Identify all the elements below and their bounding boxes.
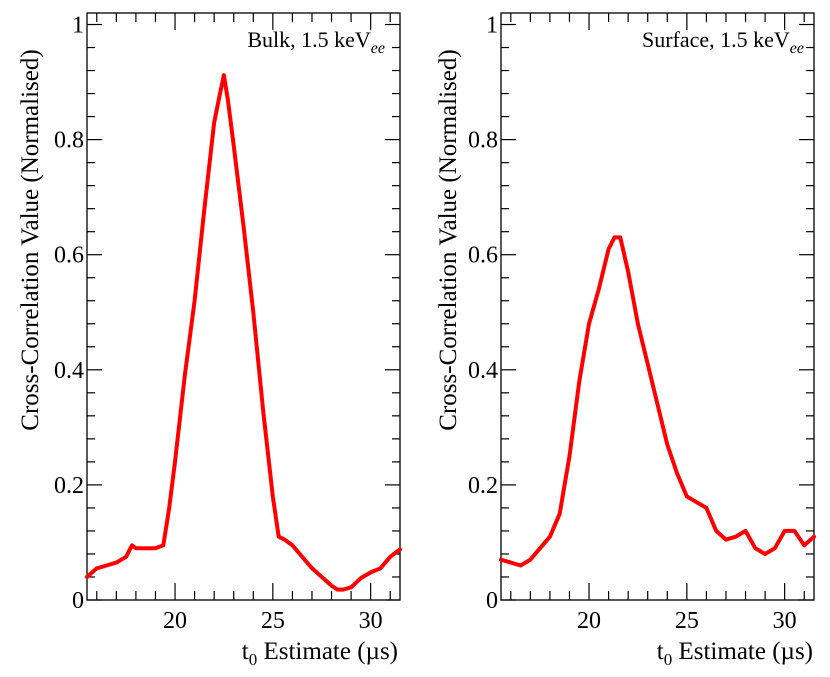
bulk-y-tick-label: 0 [72, 588, 84, 614]
bulk-y-tick-label: 0.8 [54, 128, 84, 154]
surface-panel-label: Surface, 1.5 keVee [642, 27, 804, 57]
bulk-x-tick-label: 25 [261, 608, 285, 634]
bulk-y-tick-label: 1 [72, 13, 84, 39]
bulk-y-tick-label: 0.4 [54, 358, 84, 384]
bulk-x-axis-title: t0 Estimate (µs) [242, 638, 398, 669]
bulk-data-line [85, 73, 402, 592]
bulk-panel-label: Bulk, 1.5 keVee [247, 27, 385, 57]
bulk-panel: Bulk, 1.5 keVee Cross-Correlation Value … [17, 12, 402, 669]
bulk-x-tick-label: 20 [163, 608, 187, 634]
surface-y-axis-title: Cross-Correlation Value (Normalised) [435, 49, 462, 430]
bulk-x-tick-label: 30 [359, 608, 383, 634]
surface-panel: Surface, 1.5 keVee Cross-Correlation Val… [435, 12, 816, 669]
bulk-plot-frame [86, 12, 401, 601]
surface-x-axis-title: t0 Estimate (µs) [657, 638, 813, 669]
surface-y-tick-label: 0.6 [468, 243, 498, 269]
surface-y-tick-label: 0.8 [468, 128, 498, 154]
surface-x-tick-label: 30 [773, 608, 797, 634]
surface-data-line [499, 235, 816, 568]
bulk-y-tick-label: 0.6 [54, 243, 84, 269]
surface-y-tick-label: 0 [486, 588, 498, 614]
bulk-y-axis-title: Cross-Correlation Value (Normalised) [17, 49, 44, 430]
surface-plot-frame [500, 12, 815, 601]
bulk-y-tick-label: 0.2 [54, 473, 84, 499]
surface-y-tick-label: 1 [486, 13, 498, 39]
surface-y-tick-label: 0.2 [468, 473, 498, 499]
surface-y-tick-label: 0.4 [468, 358, 498, 384]
surface-x-tick-label: 20 [577, 608, 601, 634]
surface-x-tick-label: 25 [675, 608, 699, 634]
